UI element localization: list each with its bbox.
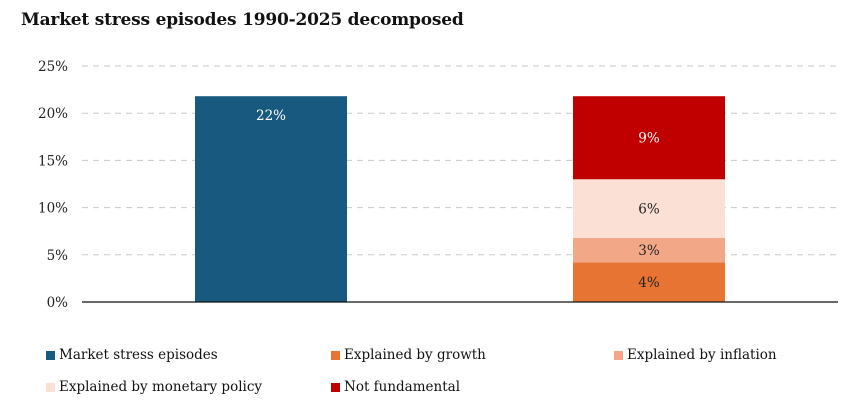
y-tick-label: 0% [47, 295, 69, 311]
y-tick-label: 10% [38, 201, 68, 217]
legend-item-market-stress: Market stress episodes [46, 347, 218, 363]
legend-item-monetary-policy: Explained by monetary policy [46, 379, 262, 395]
legend-item-not-fundamental: Not fundamental [331, 379, 460, 395]
legend-swatch-not-fundamental [331, 382, 340, 392]
data-label: 9% [638, 131, 660, 147]
data-label: 4% [638, 275, 660, 291]
bar-segment [573, 237, 725, 263]
legend-swatch-monetary-policy [46, 382, 55, 392]
y-tick-label: 5% [47, 248, 69, 264]
chart-plot: 0% 5% 10% 15% 20% 25% 22% 4% 3% 6% 9% [38, 59, 838, 311]
legend-item-growth: Explained by growth [331, 347, 486, 363]
data-label: 6% [638, 202, 660, 218]
legend-swatch-market-stress [46, 350, 55, 360]
data-label: 22% [256, 108, 286, 124]
chart-title: Market stress episodes 1990-2025 decompo… [21, 10, 464, 30]
legend-label-growth: Explained by growth [344, 347, 486, 363]
bar-segment [573, 179, 725, 238]
legend-swatch-growth [331, 350, 340, 360]
bar-segment [573, 96, 725, 180]
y-tick-label: 20% [38, 106, 68, 122]
y-tick-label: 25% [38, 59, 68, 75]
legend-label-monetary-policy: Explained by monetary policy [59, 379, 263, 395]
legend-swatch-inflation [614, 350, 623, 360]
legend-item-inflation: Explained by inflation [614, 347, 777, 363]
bar-segment [195, 96, 347, 302]
legend-label-inflation: Explained by inflation [627, 347, 777, 363]
legend-label-not-fundamental: Not fundamental [344, 379, 461, 395]
bar-segment [573, 262, 725, 302]
y-tick-label: 15% [38, 153, 68, 169]
legend-label-market-stress: Market stress episodes [59, 347, 218, 363]
data-label: 3% [638, 243, 660, 259]
